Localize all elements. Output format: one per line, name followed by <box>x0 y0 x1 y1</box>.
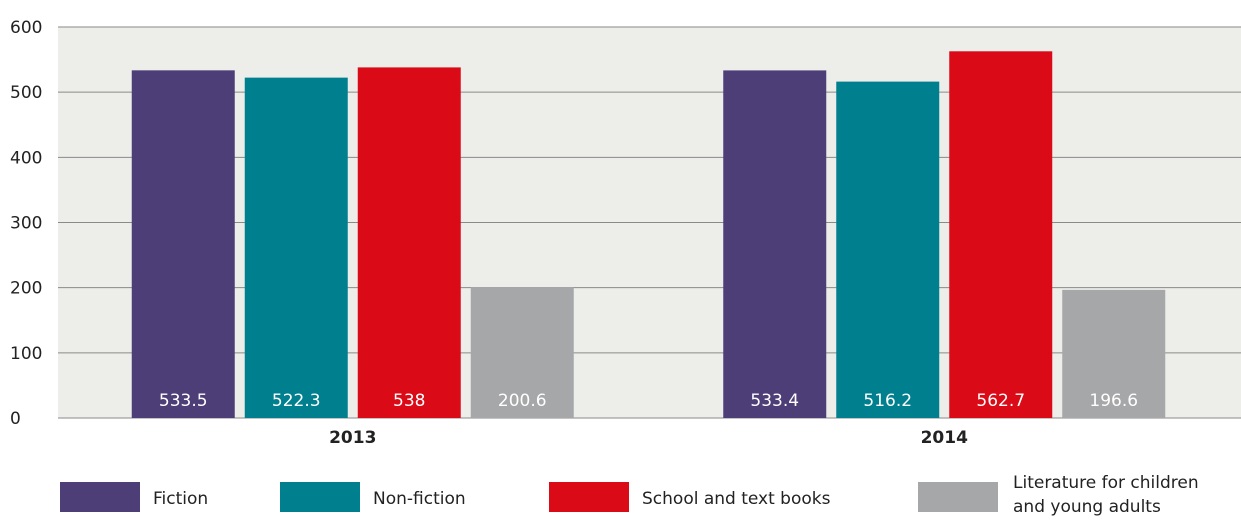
bar-2013-3 <box>470 287 574 418</box>
bar-2014-3 <box>1062 289 1166 418</box>
bar-value-label: 196.6 <box>1089 391 1138 411</box>
bar-value-label: 533.4 <box>750 391 799 411</box>
bars: 533.5 522.3 538 200.6 533.4 516.2 562.7 196.6 <box>131 51 1166 419</box>
y-tick-label: 200 <box>10 279 42 299</box>
legend-label-2: School and text books <box>642 489 831 509</box>
legend-swatch-2 <box>549 482 629 512</box>
y-tick-label: 600 <box>10 18 42 38</box>
bar-2013-1 <box>244 77 348 419</box>
x-axis: 2013 2014 <box>329 428 968 448</box>
bar-2013-0 <box>131 70 235 419</box>
y-tick-label: 500 <box>10 83 42 103</box>
y-tick-label: 100 <box>10 344 42 364</box>
legend-label-1: Non-fiction <box>373 489 466 509</box>
x-category-label: 2014 <box>921 428 968 448</box>
bar-value-label: 538 <box>393 391 425 411</box>
bar-2014-0 <box>723 70 827 418</box>
legend-label-0: Fiction <box>153 489 208 509</box>
legend-label-3-line-0: Literature for children <box>1013 473 1199 493</box>
bar-2014-2 <box>949 51 1053 419</box>
y-tick-label: 0 <box>10 409 21 429</box>
bar-2013-2 <box>357 67 461 419</box>
legend-swatch-1 <box>280 482 360 512</box>
y-axis: 0 100 200 300 400 500 600 <box>10 18 42 429</box>
y-tick-label: 300 <box>10 214 42 234</box>
bar-value-label: 200.6 <box>498 391 547 411</box>
bar-value-label: 533.5 <box>159 391 208 411</box>
bar-value-label: 522.3 <box>272 391 321 411</box>
legend-swatch-0 <box>60 482 140 512</box>
bar-2014-1 <box>836 81 940 418</box>
y-tick-label: 400 <box>10 148 42 168</box>
legend-swatch-3 <box>918 482 998 512</box>
bar-value-label: 516.2 <box>863 391 912 411</box>
x-category-label: 2013 <box>329 428 376 448</box>
bar-value-label: 562.7 <box>976 391 1025 411</box>
legend: Fiction Non-fiction School and text books L… <box>60 473 1199 517</box>
legend-label-3-line-1: and young adults <box>1013 497 1161 517</box>
